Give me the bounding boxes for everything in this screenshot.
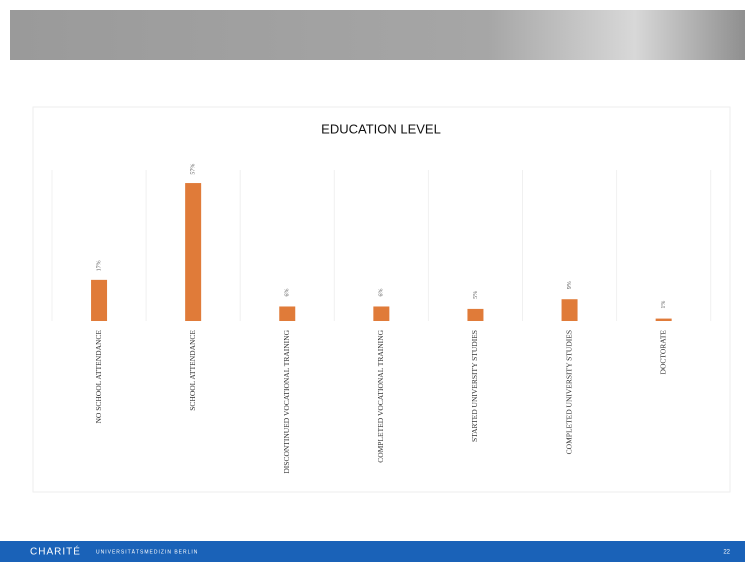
value-label: 6% [285, 288, 291, 296]
page-number: 22 [723, 550, 730, 556]
footer-band [0, 541, 745, 562]
chart-title: EDUCATION LEVEL [321, 121, 441, 136]
bar [655, 318, 672, 321]
value-label: 1% [661, 301, 667, 309]
x-tick-label: DOCTORATE [658, 330, 667, 375]
bar [185, 183, 202, 321]
x-tick-label: COMPLETED VOCATIONAL TRAINING [376, 329, 385, 462]
x-tick-label: DISCONTINUED VOCATIONAL TRAINING [282, 329, 291, 473]
header-band [10, 10, 745, 60]
x-tick-label: NO SCHOOL ATTENDANCE [94, 330, 103, 424]
x-tick-label: STARTED UNIVERSITY STUDIES [470, 330, 479, 442]
bar [91, 279, 108, 321]
bar [279, 306, 296, 321]
bar [561, 299, 578, 321]
value-label: 9% [567, 281, 573, 289]
bar [373, 306, 390, 321]
x-tick-label: SCHOOL ATTENDANCE [188, 330, 197, 411]
footer-logo: CHARITÉ [30, 545, 81, 558]
value-label: 6% [379, 288, 385, 296]
chart-frame [32, 106, 731, 493]
bar [467, 308, 484, 321]
value-label: 57% [191, 164, 197, 175]
value-label: 17% [96, 260, 102, 271]
x-tick-label: COMPLETED UNIVERSITY STUDIES [564, 330, 573, 454]
footer-institution: UNIVERSITÄTSMEDIZIN BERLIN [96, 548, 198, 555]
value-label: 5% [473, 291, 479, 299]
